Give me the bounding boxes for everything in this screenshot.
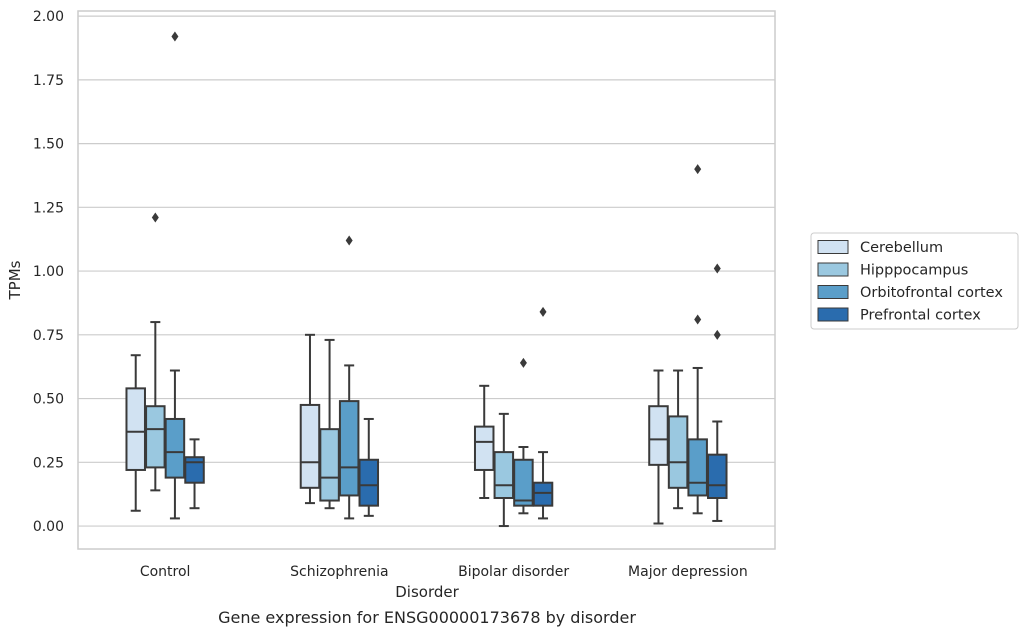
outlier-point — [694, 314, 702, 325]
box-hipppocampus — [319, 338, 340, 510]
box-iqr — [707, 453, 728, 500]
y-axis-label: TPMs — [6, 260, 24, 300]
x-tick-label: Schizophrenia — [290, 564, 388, 580]
y-tick-label: 0.25 — [33, 455, 64, 471]
box-hipppocampus — [667, 369, 689, 510]
plot-area-frame — [77, 10, 776, 550]
box-prefrontal-cortex — [532, 306, 554, 520]
x-tick-label: Major depression — [628, 564, 748, 580]
x-axis-label: Disorder — [395, 583, 459, 601]
legend-swatch — [817, 307, 849, 322]
box-iqr — [125, 387, 146, 471]
box-iqr — [164, 417, 186, 479]
outlier-point — [713, 329, 721, 340]
legend-label: Hipppocampus — [860, 263, 968, 279]
box-cerebellum — [125, 354, 146, 512]
box-iqr — [493, 451, 515, 500]
box-plot-layer — [125, 31, 728, 528]
box-iqr — [513, 458, 534, 507]
box-prefrontal-cortex — [707, 263, 728, 522]
legend-swatch — [817, 240, 849, 254]
box-iqr — [667, 415, 689, 489]
box-iqr — [338, 400, 360, 497]
y-axis-ticks: 0.00 0.25 0.50 0.75 1.00 1.25 1.50 1.75 2.00 — [33, 9, 64, 535]
legend-label: Prefrontal cortex — [860, 308, 981, 324]
box-iqr — [532, 481, 554, 507]
outlier-point — [151, 212, 159, 223]
box-orbitofrontal-cortex — [513, 357, 534, 515]
box-iqr — [648, 405, 669, 466]
y-tick-label: 2.00 — [33, 9, 64, 25]
box-cerebellum — [299, 333, 321, 505]
box-iqr — [299, 403, 321, 489]
box-prefrontal-cortex — [358, 417, 380, 517]
box-iqr — [687, 438, 708, 497]
box-orbitofrontal-cortex — [687, 164, 708, 515]
outlier-point — [171, 31, 179, 42]
y-tick-label: 0.75 — [33, 328, 64, 344]
box-hipppocampus — [493, 412, 515, 528]
box-cerebellum — [473, 384, 495, 500]
box-iqr — [184, 456, 205, 484]
box-iqr — [145, 405, 166, 469]
legend-label: Cerebellum — [860, 240, 943, 256]
chart-caption: Gene expression for ENSG00000173678 by d… — [218, 608, 636, 627]
box-iqr — [319, 428, 340, 502]
outlier-point — [713, 263, 721, 274]
x-axis-ticks: Control Schizophrenia Bipolar disorder Majo… — [140, 564, 748, 580]
box-hipppocampus — [145, 212, 166, 492]
x-tick-label: Bipolar disorder — [458, 564, 569, 580]
y-tick-label: 1.00 — [33, 264, 64, 280]
legend: Cerebellum Hipppocampus Orbitofrontal cort… — [810, 232, 1019, 330]
legend-frame — [810, 232, 1019, 330]
x-tick-label: Control — [140, 564, 191, 580]
box-iqr — [473, 425, 495, 471]
y-tick-label: 1.25 — [33, 200, 64, 216]
outlier-point — [345, 235, 353, 246]
legend-swatch — [817, 262, 849, 277]
box-cerebellum — [648, 369, 669, 525]
box-prefrontal-cortex — [184, 438, 205, 510]
legend-swatch — [817, 285, 849, 299]
box-iqr — [358, 458, 380, 507]
outlier-point — [519, 357, 527, 368]
y-tick-label: 0.00 — [33, 519, 64, 535]
legend-label: Orbitofrontal cortex — [860, 285, 1003, 301]
outlier-point — [694, 164, 702, 175]
y-tick-label: 0.50 — [33, 392, 64, 408]
box-orbitofrontal-cortex — [338, 235, 360, 520]
y-tick-label: 1.75 — [33, 73, 64, 89]
y-tick-label: 1.50 — [33, 137, 64, 153]
outlier-point — [539, 306, 547, 317]
box-orbitofrontal-cortex — [164, 31, 186, 520]
